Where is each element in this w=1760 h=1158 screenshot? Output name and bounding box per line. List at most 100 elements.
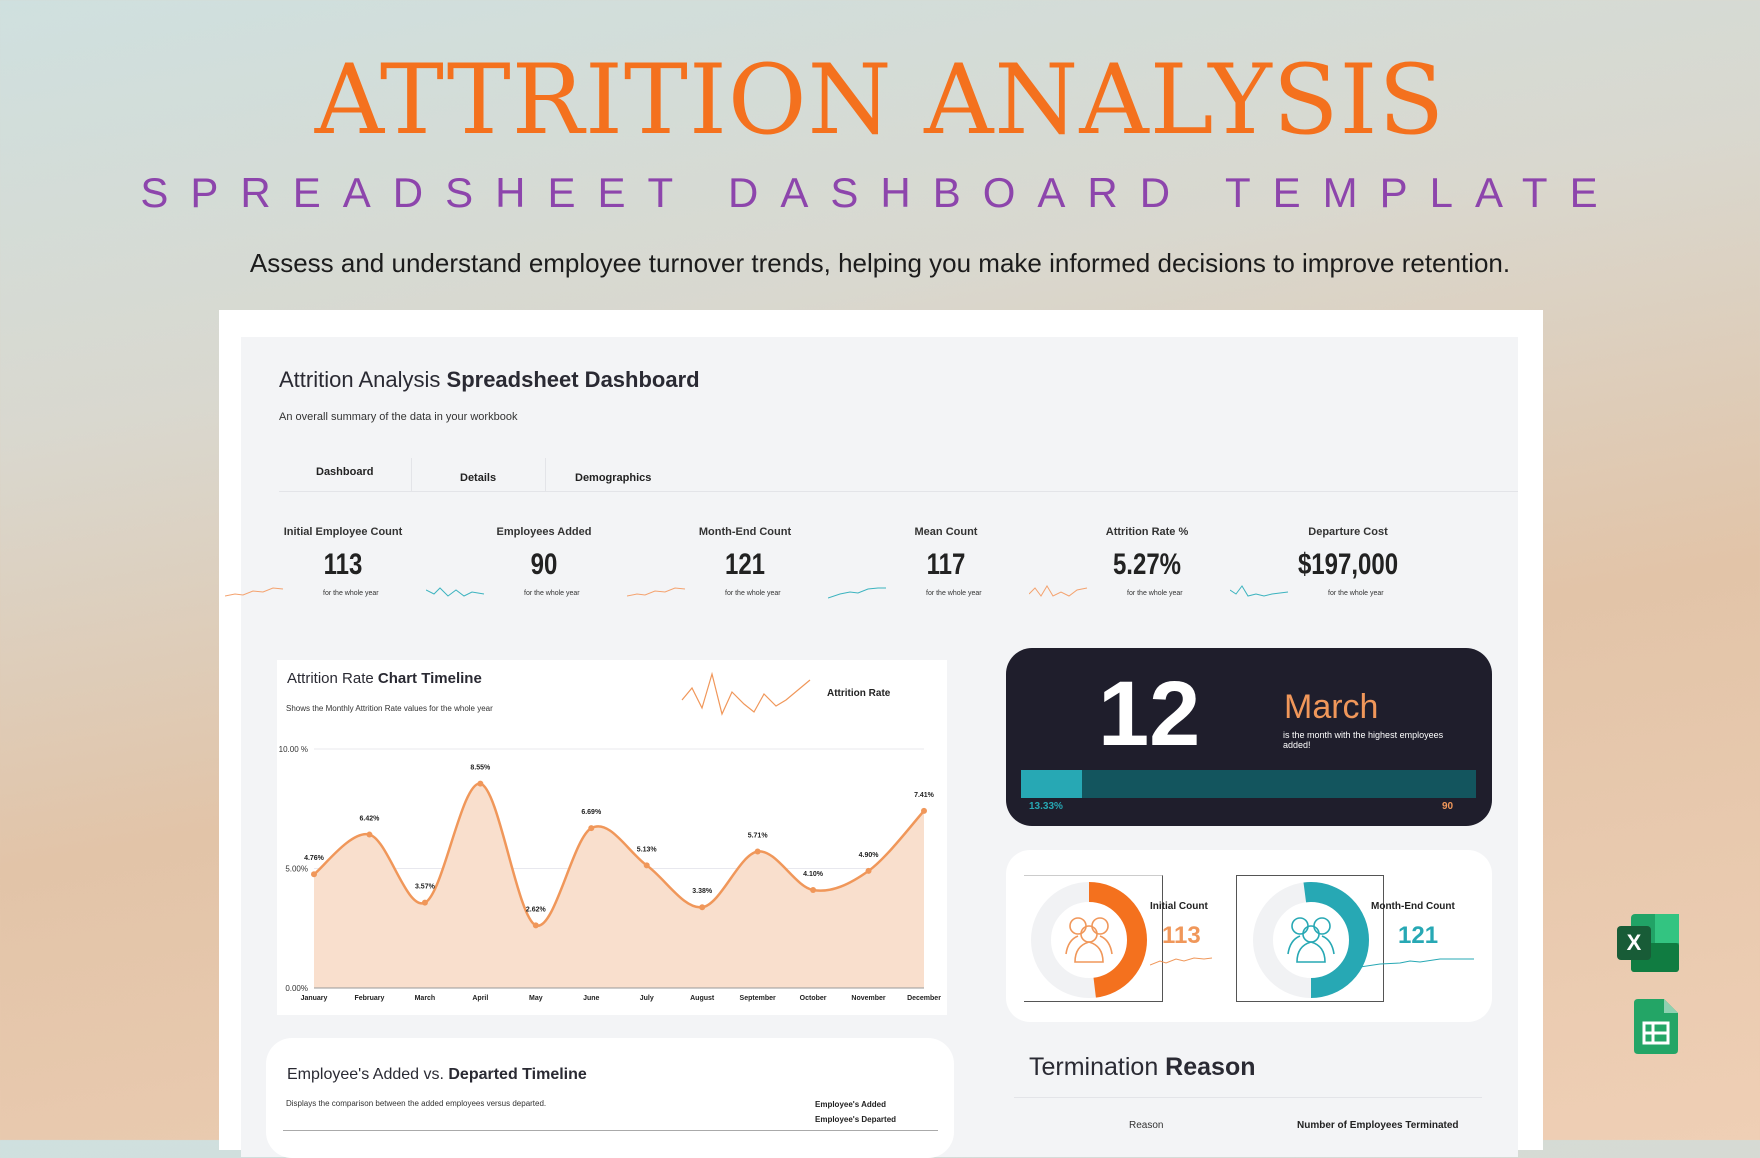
- end-count-donut: [1253, 882, 1369, 998]
- kpi-note: for the whole year: [725, 590, 781, 597]
- ring-fill: [1253, 882, 1369, 998]
- tab-details[interactable]: Details: [460, 472, 497, 484]
- highlight-month: March: [1284, 688, 1379, 726]
- termination-divider: [1014, 1097, 1482, 1098]
- x-tick-label: November: [851, 995, 886, 1002]
- x-tick-label: March: [415, 995, 436, 1002]
- progress-track: [1021, 770, 1476, 798]
- data-label: 7.41%: [914, 792, 935, 799]
- title-light: Attrition Analysis: [279, 367, 447, 392]
- chart-title-bold: Chart Timeline: [377, 670, 482, 687]
- dashboard-subtitle: An overall summary of the data in your w…: [279, 411, 518, 423]
- data-point: [865, 867, 872, 874]
- google-sheets-icon: [1634, 999, 1678, 1054]
- data-label: 3.57%: [415, 884, 436, 891]
- kpi-value: 113: [323, 548, 363, 581]
- data-label: 3.38%: [692, 888, 713, 895]
- timeline-subtitle: Displays the comparison between the adde…: [286, 1099, 547, 1108]
- kpi-value: $197,000: [1297, 548, 1399, 581]
- hero-title: ATTRITION ANALYSIS: [314, 44, 1446, 156]
- data-label: 5.13%: [637, 846, 658, 853]
- kpi-sparkline: [426, 587, 485, 597]
- column-header-count[interactable]: Number of Employees Terminated: [1297, 1120, 1459, 1131]
- tab-demographics[interactable]: Demographics: [575, 472, 652, 484]
- svg-text:X: X: [1627, 930, 1642, 955]
- x-tick-label: May: [529, 995, 543, 1002]
- tabs-underline: [279, 491, 1518, 492]
- data-point: [754, 848, 761, 855]
- ring-fill: [1031, 882, 1147, 998]
- data-point: [810, 887, 817, 894]
- tab-dashboard[interactable]: Dashboard: [316, 466, 374, 478]
- y-tick-label: 0.00%: [285, 984, 308, 993]
- initial-count-value: 113: [1162, 922, 1201, 949]
- kpi-note: for the whole year: [926, 590, 982, 597]
- termination-title-bold: Reason: [1165, 1053, 1256, 1081]
- kpi-card: Attrition Rate % 5.27% for the whole yea…: [1029, 526, 1237, 597]
- data-label: 6.69%: [581, 809, 602, 816]
- data-point: [366, 831, 373, 838]
- kpi-value: 90: [530, 548, 558, 581]
- data-label: 5.71%: [748, 833, 769, 840]
- kpi-sparkline: [828, 587, 886, 599]
- kpi-value: 117: [926, 548, 966, 581]
- end-count-value: 121: [1398, 922, 1439, 949]
- data-point: [421, 899, 428, 906]
- data-point: [921, 807, 927, 814]
- data-label: 2.62%: [526, 906, 547, 913]
- kpi-card: Month-End Count 121 for the whole year: [627, 526, 835, 597]
- attrition-area-chart: 0.00% 5.00% 10.00 % 4.76% January 6.42% Februa…: [279, 745, 942, 1002]
- people-group-icon: [1065, 917, 1113, 963]
- data-point: [532, 922, 539, 929]
- x-tick-label: February: [354, 995, 384, 1002]
- initial-count-donut: [1031, 882, 1147, 998]
- kpi-label: Departure Cost: [1308, 526, 1388, 538]
- progress-fill: [1021, 770, 1082, 798]
- kpi-sparkline: [225, 587, 284, 597]
- progress-percent: 13.33%: [1029, 801, 1063, 812]
- kpi-label: Mean Count: [914, 526, 978, 538]
- y-tick-label: 5.00%: [285, 865, 308, 874]
- kpi-card: Departure Cost $197,000 for the whole ye…: [1230, 526, 1438, 597]
- highlight-number: 12: [1098, 663, 1201, 765]
- kpi-note: for the whole year: [323, 590, 379, 597]
- data-point: [311, 871, 317, 878]
- timeline-title-light: Employee's Added vs.: [287, 1066, 449, 1083]
- x-tick-label: January: [301, 995, 328, 1002]
- chart-subtitle: Shows the Monthly Attrition Rate values …: [286, 704, 493, 713]
- data-label: 6.42%: [360, 816, 381, 823]
- data-point: [588, 825, 595, 832]
- termination-title: Termination Reason: [1029, 1053, 1255, 1082]
- x-tick-label: July: [640, 995, 654, 1002]
- kpi-label: Attrition Rate %: [1105, 526, 1189, 538]
- kpi-card: Initial Employee Count 113 for the whole…: [225, 526, 433, 597]
- data-point: [477, 780, 484, 787]
- end-count-frame: [1236, 875, 1384, 1002]
- kpi-note: for the whole year: [524, 590, 580, 597]
- kpi-value: 5.27%: [1112, 548, 1182, 581]
- x-tick-label: June: [583, 995, 599, 1002]
- column-header-reason[interactable]: Reason: [1129, 1120, 1164, 1131]
- data-label: 4.10%: [803, 871, 824, 878]
- y-tick-label: 10.00 %: [279, 745, 308, 754]
- kpi-value: 121: [724, 548, 766, 581]
- termination-title-light: Termination: [1029, 1053, 1166, 1081]
- initial-count-sparkline: [1150, 957, 1213, 966]
- tab-divider: [411, 458, 412, 492]
- data-point: [643, 862, 650, 869]
- data-point: [699, 904, 706, 911]
- people-group-icon: [1287, 917, 1335, 963]
- timeline-axis-line: [283, 1130, 938, 1131]
- kpi-label: Month-End Count: [698, 526, 792, 538]
- area-fill: [314, 783, 924, 988]
- chart-title-light: Attrition Rate: [287, 670, 378, 687]
- kpi-note: for the whole year: [1127, 590, 1183, 597]
- hero-tagline: Assess and understand employee turnover …: [249, 248, 1511, 278]
- timeline-card: [266, 1038, 954, 1158]
- highlight-caption: is the month with the highest employees …: [1283, 730, 1444, 750]
- data-label: 8.55%: [470, 765, 491, 772]
- x-tick-label: April: [472, 995, 488, 1002]
- x-tick-label: December: [907, 995, 941, 1002]
- end-count-sparkline: [1360, 958, 1474, 968]
- kpi-sparkline: [627, 587, 686, 597]
